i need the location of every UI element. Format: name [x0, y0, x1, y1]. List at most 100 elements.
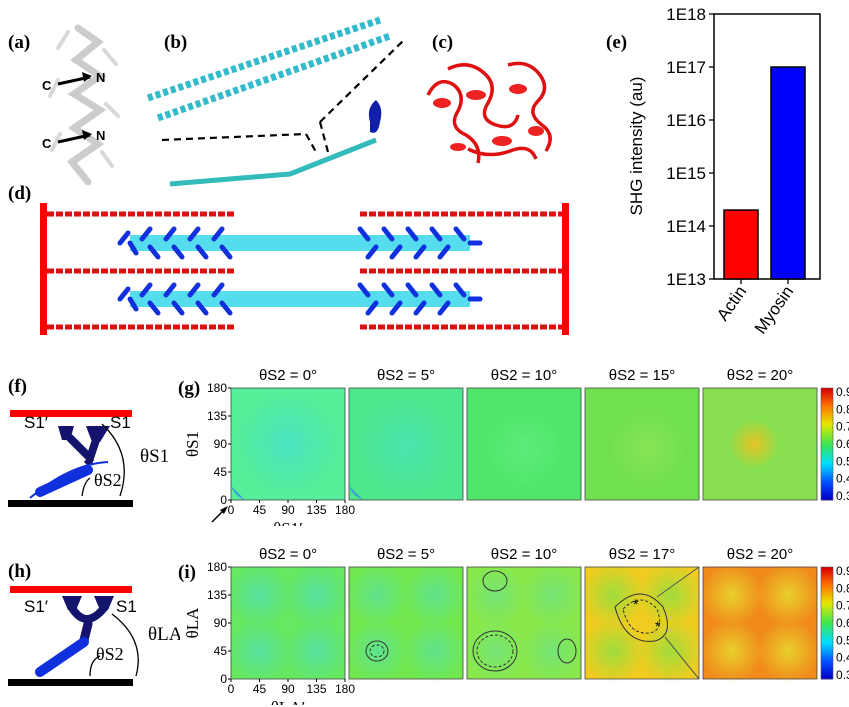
colorbar-segment [821, 414, 833, 417]
heatmap-g-axes: 0 45 90 135 180 0 45 90 135 180 θS1 θS1′ [183, 381, 355, 526]
panel-label-e: (e) [606, 32, 628, 53]
s1-prime-label-f: S1′ [24, 413, 48, 432]
y-tick-label: 135 [207, 588, 227, 602]
colorbar-segment [821, 641, 833, 645]
colorbar-segment [821, 427, 833, 430]
heatmap-i-axes: 0 45 90 135 180 0 45 90 135 180 θLA θLA′ [183, 560, 355, 705]
heatmap-g-xlabel: θS1′ [273, 519, 303, 526]
colorbar-segment [821, 451, 833, 454]
heatmap-g-ylabel: θS1 [183, 431, 202, 457]
heatmap-corner-low [349, 486, 363, 500]
heatmap-lobe [756, 619, 821, 683]
heatmap-frame [584, 387, 700, 501]
heatmap-frame [466, 387, 582, 501]
heatmap-g-3: θS2 = 10° [466, 367, 582, 501]
heatmap-i-2: θS2 = 5° [345, 546, 467, 683]
colorbar-segment [821, 417, 833, 421]
shg-y-tick-label: 1E18 [666, 5, 706, 24]
heatmap-i-5: θS2 = 20° [699, 546, 821, 683]
colorbar-segment [821, 598, 833, 602]
y-tick-label: 90 [214, 616, 228, 630]
y-tick-label: 135 [207, 409, 227, 423]
helix-label-c-upper: C [42, 78, 52, 93]
colorbar-segment [821, 578, 833, 581]
heatmap-frame [348, 566, 464, 680]
heatmap-title: θS2 = 10° [491, 546, 557, 563]
colorbar-segment [821, 423, 833, 426]
colorbar-segment [821, 449, 833, 452]
thick-filament-upper [117, 226, 483, 260]
colorbar-segment [821, 389, 833, 393]
colorbar-segment [821, 408, 833, 411]
colorbar-segment [821, 416, 833, 419]
shg-bar-actin [723, 209, 759, 280]
heatmap-lobe [284, 619, 349, 683]
colorbar-segment [821, 624, 833, 628]
colorbar-segment [821, 626, 833, 630]
colorbar-segment [821, 615, 833, 618]
actin-layer-bar-f [10, 410, 132, 417]
colorbar-tick-label: 0.8 [836, 581, 849, 595]
heatmap-lobe [227, 563, 292, 627]
colorbar-segment [821, 479, 833, 482]
shg-y-tick-label: 1E15 [666, 164, 706, 183]
y-tick-label: 45 [214, 644, 228, 658]
heatmap-row-g: θS2 = 0° θS2 = 5° θS2 = 10° θS2 = 15° θS2 = … [183, 367, 849, 526]
colorbar-tick-label: 0.3 [836, 489, 849, 503]
colorbar-segment [821, 636, 833, 639]
colorbar-segment [821, 442, 833, 445]
geometry-schematic-f: S1′ S1 θS1 θS2 [8, 410, 169, 507]
colorbar-segment [821, 675, 833, 678]
colorbar-segment [821, 492, 833, 495]
theta-s2-label-h: θS2 [96, 644, 124, 664]
contour-line [472, 630, 518, 672]
colorbar-segment [821, 464, 833, 467]
heatmap-title: θS2 = 15° [609, 367, 675, 384]
colorbar-segment [821, 619, 833, 622]
actin-layer-bar-h [10, 586, 132, 593]
colorbar-segment [821, 580, 833, 583]
colorbar-segment [821, 498, 833, 501]
heatmap-frame [584, 566, 700, 680]
colorbar-segment [821, 583, 833, 587]
colorbar-segment [821, 568, 833, 572]
x-tick-label: 90 [281, 503, 295, 517]
heatmap-lobe [520, 619, 585, 683]
colorbar-tick-label: 0.6 [836, 437, 849, 451]
colorbar-segment [821, 466, 833, 469]
heatmap-frame [702, 566, 818, 680]
colorbar-segment [821, 485, 833, 488]
colorbar-segment [821, 602, 833, 605]
contour-line [482, 570, 508, 592]
substrate-bar-h [8, 679, 133, 686]
colorbar-tick-label: 0.9 [836, 385, 849, 399]
actin-filaments [47, 211, 562, 330]
colorbar-segment [821, 401, 833, 404]
colorbar-segment [821, 623, 833, 626]
colorbar-segment [821, 429, 833, 432]
heatmap-i-colorbar: 0.9 0.8 0.7 0.6 0.5 0.4 0.3 [820, 564, 849, 682]
heatmap-lobe [227, 619, 292, 683]
heatmap-lobe [520, 563, 585, 627]
colorbar-segment [821, 470, 833, 473]
colorbar-segment [821, 430, 833, 434]
colorbar-segment [821, 434, 833, 438]
heatmap-g-4: θS2 = 15° [584, 367, 700, 501]
shg-y-tick-label: 1E14 [666, 217, 706, 236]
heatmap-lobe [345, 619, 410, 683]
colorbar-segment [821, 453, 833, 456]
colorbar-segment [821, 656, 833, 659]
z-disc-left [40, 203, 47, 335]
heatmap-g-colorbar: 0.9 0.8 0.7 0.6 0.5 0.4 0.3 [820, 385, 849, 503]
theta-s2-label-f: θS2 [94, 470, 122, 490]
heatmap-title: θS2 = 0° [259, 546, 317, 563]
s1-prime-label-h: S1′ [24, 597, 48, 616]
colorbar-segment [821, 421, 833, 424]
colorbar-frame [820, 387, 834, 501]
colorbar-segment [821, 488, 833, 492]
colorbar-segment [821, 581, 833, 585]
colorbar-segment [821, 477, 833, 480]
colorbar-segment [821, 606, 833, 609]
panel-label-d: (d) [8, 183, 32, 204]
heatmap-lobe [402, 563, 467, 627]
